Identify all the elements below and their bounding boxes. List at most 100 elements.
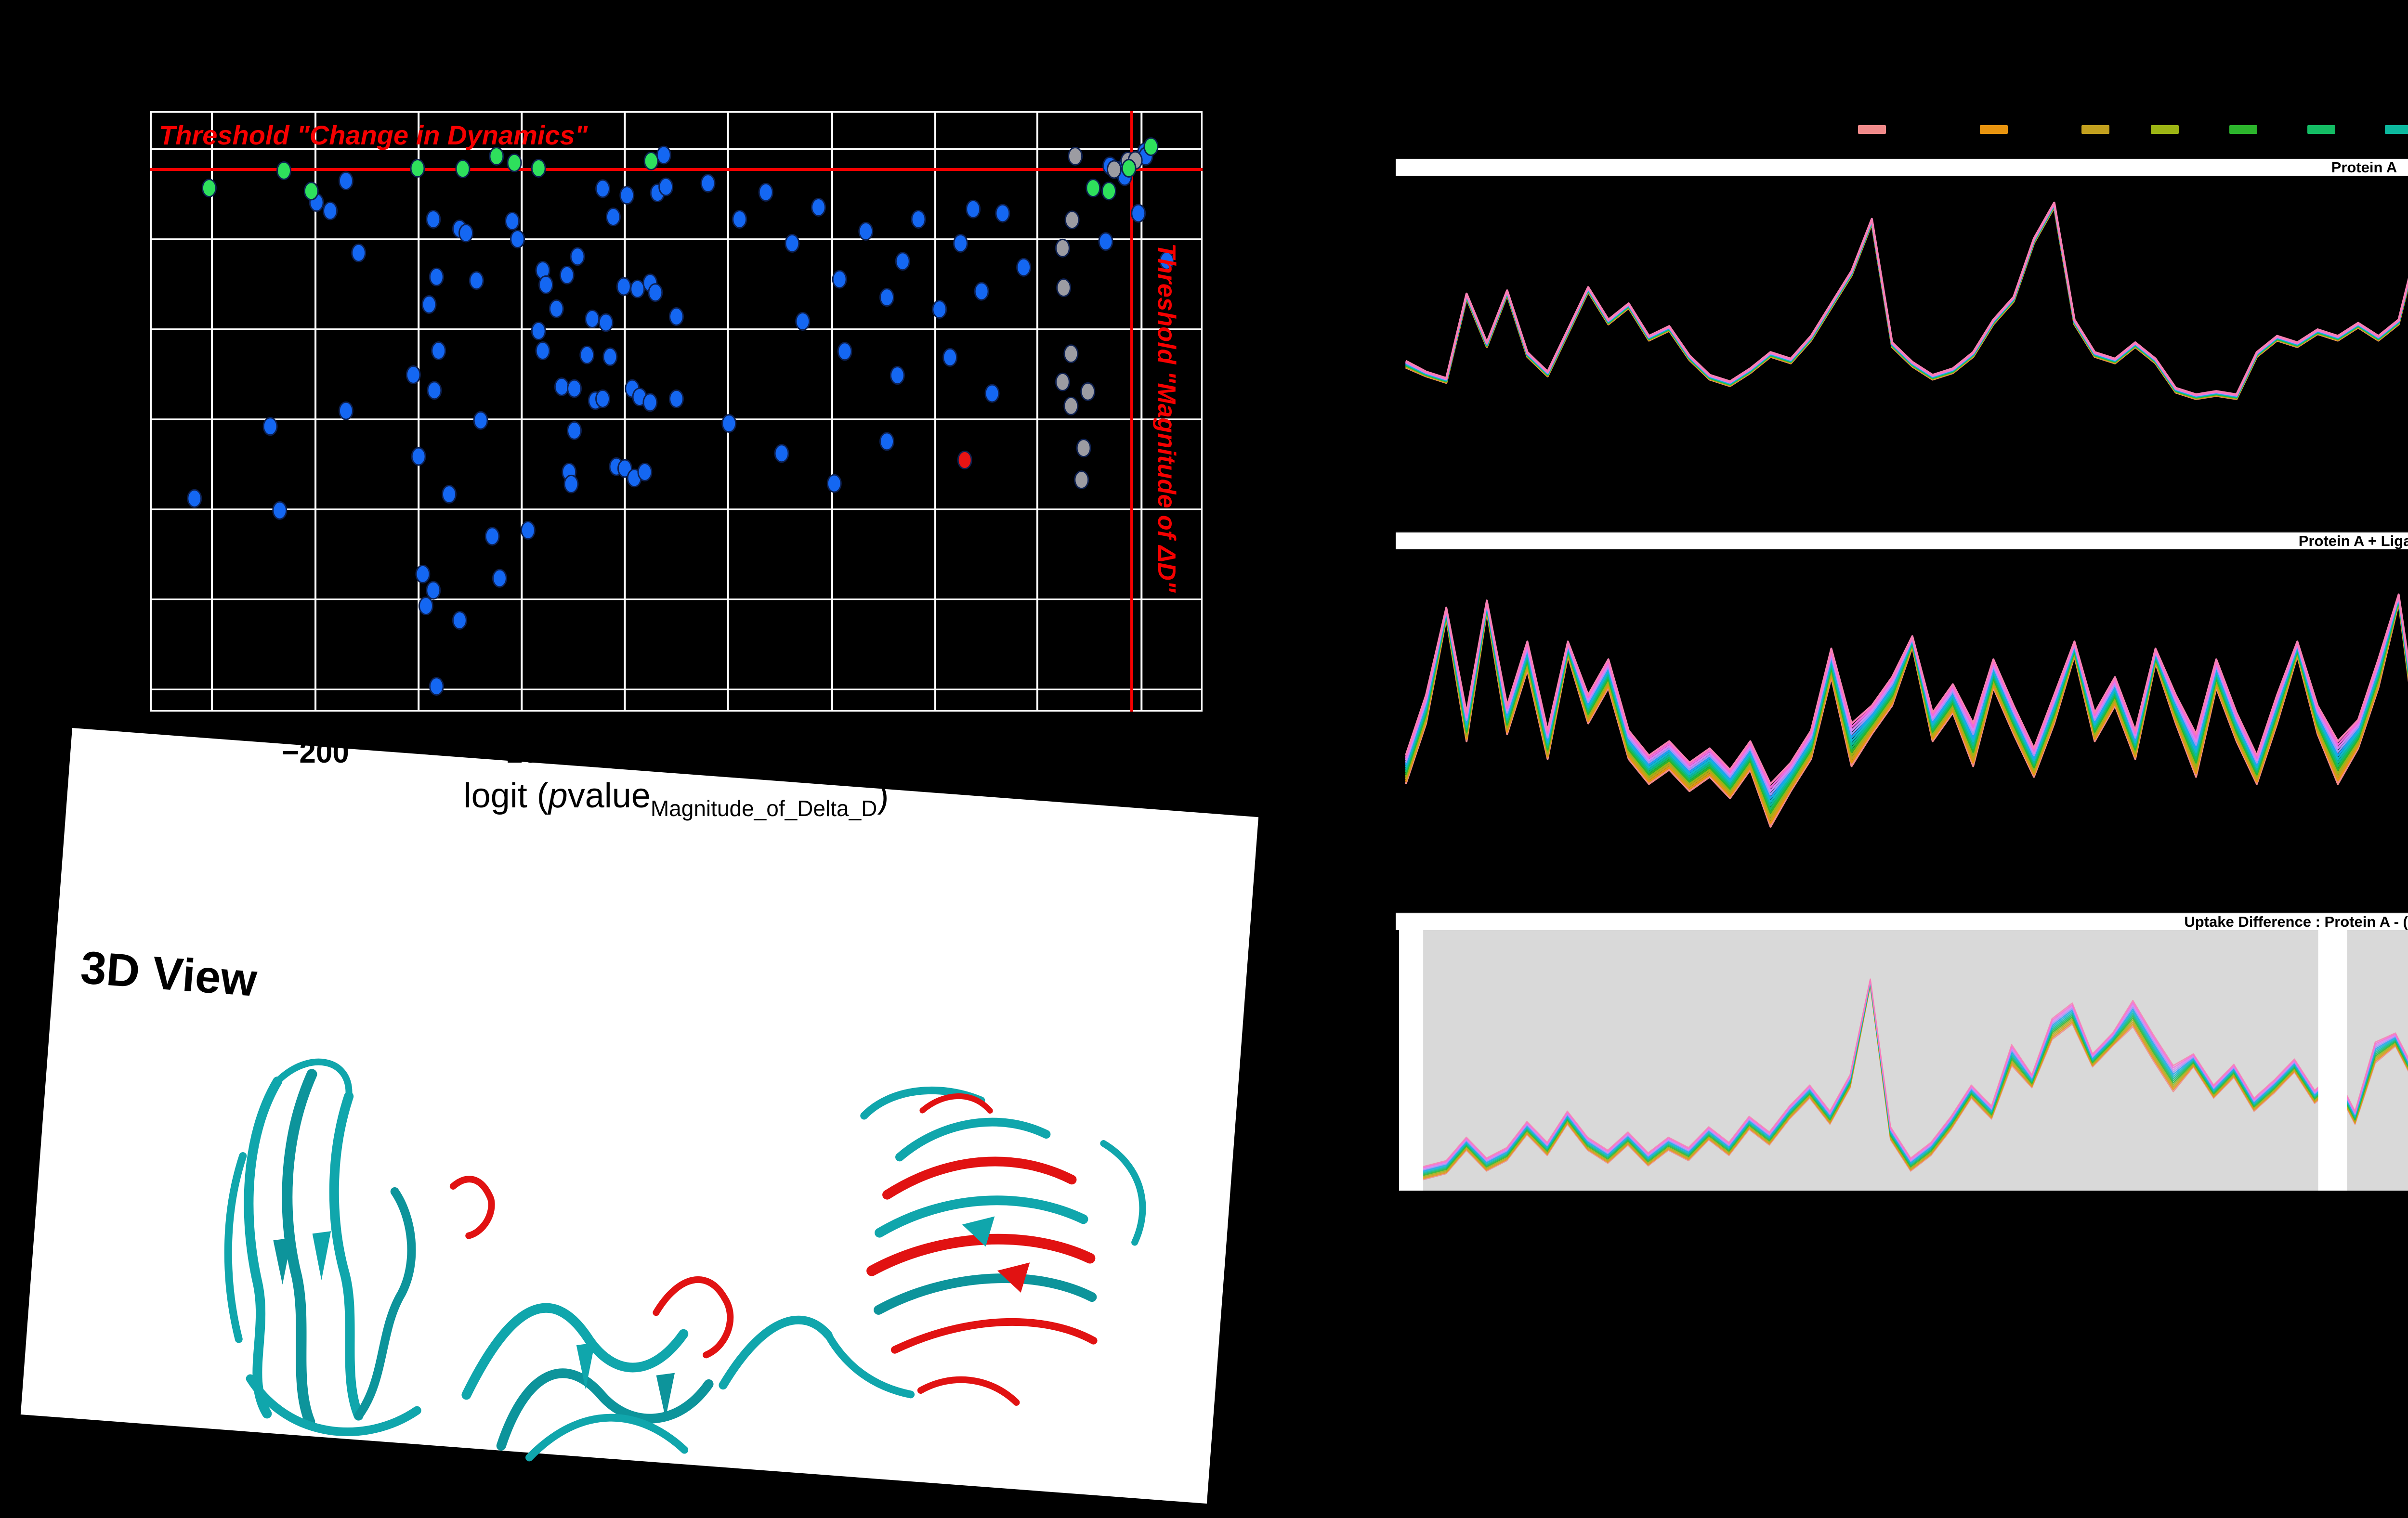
scatter-point-gray[interactable] <box>1063 344 1079 363</box>
scatter-point-blue[interactable] <box>953 234 968 253</box>
series-line-7[interactable] <box>1405 204 2408 398</box>
scatter-point-blue[interactable] <box>338 401 353 420</box>
scatter-point-blue[interactable] <box>879 288 894 307</box>
scatter-point-blue[interactable] <box>1098 232 1113 251</box>
scatter-point-red[interactable] <box>957 451 972 470</box>
series-line-10[interactable] <box>1405 203 2408 397</box>
legend-key-series-7[interactable] <box>2385 125 2408 134</box>
scatter-point-blue[interactable] <box>505 211 520 231</box>
scatter-point-blue[interactable] <box>567 379 582 398</box>
scatter-point-blue[interactable] <box>492 569 507 588</box>
scatter-point-blue[interactable] <box>559 265 575 285</box>
legend-key-series-3[interactable] <box>2081 125 2109 134</box>
scatter-point-blue[interactable] <box>732 209 747 229</box>
scatter-point-blue[interactable] <box>932 300 947 319</box>
scatter-point-green[interactable] <box>276 161 291 180</box>
scatter-point-blue[interactable] <box>452 610 467 630</box>
scatter-point-blue[interactable] <box>570 247 585 266</box>
scatter-point-blue[interactable] <box>1016 258 1032 277</box>
scatter-point-gray[interactable] <box>1074 470 1089 490</box>
scatter-point-blue[interactable] <box>262 417 278 436</box>
scatter-point-blue[interactable] <box>974 282 989 301</box>
scatter-point-blue[interactable] <box>418 597 433 616</box>
scatter-point-blue[interactable] <box>535 341 550 361</box>
scatter-point-blue[interactable] <box>785 234 800 253</box>
scatter-point-blue[interactable] <box>531 321 546 340</box>
scatter-point-blue[interactable] <box>837 342 852 361</box>
scatter-point-blue[interactable] <box>567 421 582 440</box>
scatter-point-green[interactable] <box>507 153 522 172</box>
protein-ribbon-graphic[interactable] <box>164 1008 1181 1514</box>
scatter-point-blue[interactable] <box>774 444 789 463</box>
uptake-chart-protein-a-ligand[interactable] <box>1399 549 2408 905</box>
scatter-point-blue[interactable] <box>187 489 202 508</box>
scatter-point-blue[interactable] <box>595 389 611 408</box>
scatter-point-blue[interactable] <box>669 307 684 326</box>
scatter-point-blue[interactable] <box>442 485 457 504</box>
scatter-point-blue[interactable] <box>426 209 441 229</box>
scatter-point-blue[interactable] <box>795 311 811 331</box>
scatter-point-blue[interactable] <box>406 365 421 384</box>
scatter-point-blue[interactable] <box>942 348 958 367</box>
uptake-chart-protein-a[interactable] <box>1399 176 2408 501</box>
legend-key-series-5[interactable] <box>2229 125 2257 134</box>
scatter-point-blue[interactable] <box>642 393 658 412</box>
legend-key-series-2[interactable] <box>1980 125 2008 134</box>
3d-view-panel[interactable]: 3D View <box>20 728 1259 1504</box>
scatter-point-blue[interactable] <box>879 432 894 451</box>
legend-key-series-6[interactable] <box>2307 125 2335 134</box>
scatter-point-blue[interactable] <box>272 501 288 520</box>
scatter-point-blue[interactable] <box>1131 204 1146 223</box>
series-line-1[interactable] <box>1405 206 2408 400</box>
scatter-point-blue[interactable] <box>351 243 366 262</box>
scatter-point-blue[interactable] <box>473 411 488 430</box>
scatter-point-blue[interactable] <box>579 345 595 364</box>
scatter-point-blue[interactable] <box>890 366 905 385</box>
scatter-point-blue[interactable] <box>658 177 674 196</box>
scatter-point-blue[interactable] <box>911 209 926 229</box>
scatter-point-gray[interactable] <box>1068 147 1083 166</box>
scatter-point-blue[interactable] <box>431 341 446 361</box>
scatter-point-blue[interactable] <box>421 295 437 314</box>
scatter-point-blue[interactable] <box>995 204 1010 223</box>
series-line-11[interactable] <box>1405 202 2408 397</box>
scatter-point-blue[interactable] <box>323 201 338 221</box>
series-line-3[interactable] <box>1405 205 2408 400</box>
scatter-point-blue[interactable] <box>826 474 842 493</box>
scatter-point-green[interactable] <box>410 158 425 178</box>
scatter-point-blue[interactable] <box>415 564 431 584</box>
scatter-point-blue[interactable] <box>984 384 1000 403</box>
scatter-point-blue[interactable] <box>595 179 611 198</box>
series-line-9[interactable] <box>1405 203 2408 397</box>
scatter-point-blue[interactable] <box>563 474 579 493</box>
scatter-point-gray[interactable] <box>1064 210 1080 230</box>
scatter-point-blue[interactable] <box>895 252 910 271</box>
scatter-point-green[interactable] <box>455 159 471 179</box>
volcano-plot[interactable] <box>150 111 1203 712</box>
scatter-point-blue[interactable] <box>1159 251 1175 271</box>
scatter-point-gray[interactable] <box>1063 396 1079 415</box>
series-line-8[interactable] <box>1405 203 2408 398</box>
scatter-point-blue[interactable] <box>411 447 426 466</box>
scatter-point-green[interactable] <box>531 158 546 178</box>
scatter-point-green[interactable] <box>1121 158 1137 178</box>
scatter-point-green[interactable] <box>1143 137 1159 156</box>
scatter-point-blue[interactable] <box>458 223 473 243</box>
series-line-5[interactable] <box>1405 205 2408 399</box>
series-line-13[interactable] <box>1405 978 2408 1177</box>
scatter-point-blue[interactable] <box>966 199 981 219</box>
scatter-point-blue[interactable] <box>602 347 618 366</box>
scatter-point-blue[interactable] <box>427 381 442 400</box>
scatter-point-blue[interactable] <box>858 221 874 241</box>
uptake-difference-chart[interactable] <box>1399 930 2408 1191</box>
series-line-4[interactable] <box>1405 205 2408 399</box>
scatter-point-blue[interactable] <box>554 377 569 396</box>
scatter-point-blue[interactable] <box>338 171 353 191</box>
series-line-2[interactable] <box>1405 206 2408 400</box>
scatter-point-green[interactable] <box>643 152 659 171</box>
scatter-point-blue[interactable] <box>426 581 441 600</box>
legend-key-series-1[interactable] <box>1858 125 1886 134</box>
scatter-point-green[interactable] <box>303 182 319 201</box>
scatter-point-gray[interactable] <box>1106 160 1122 179</box>
scatter-point-blue[interactable] <box>619 186 635 205</box>
